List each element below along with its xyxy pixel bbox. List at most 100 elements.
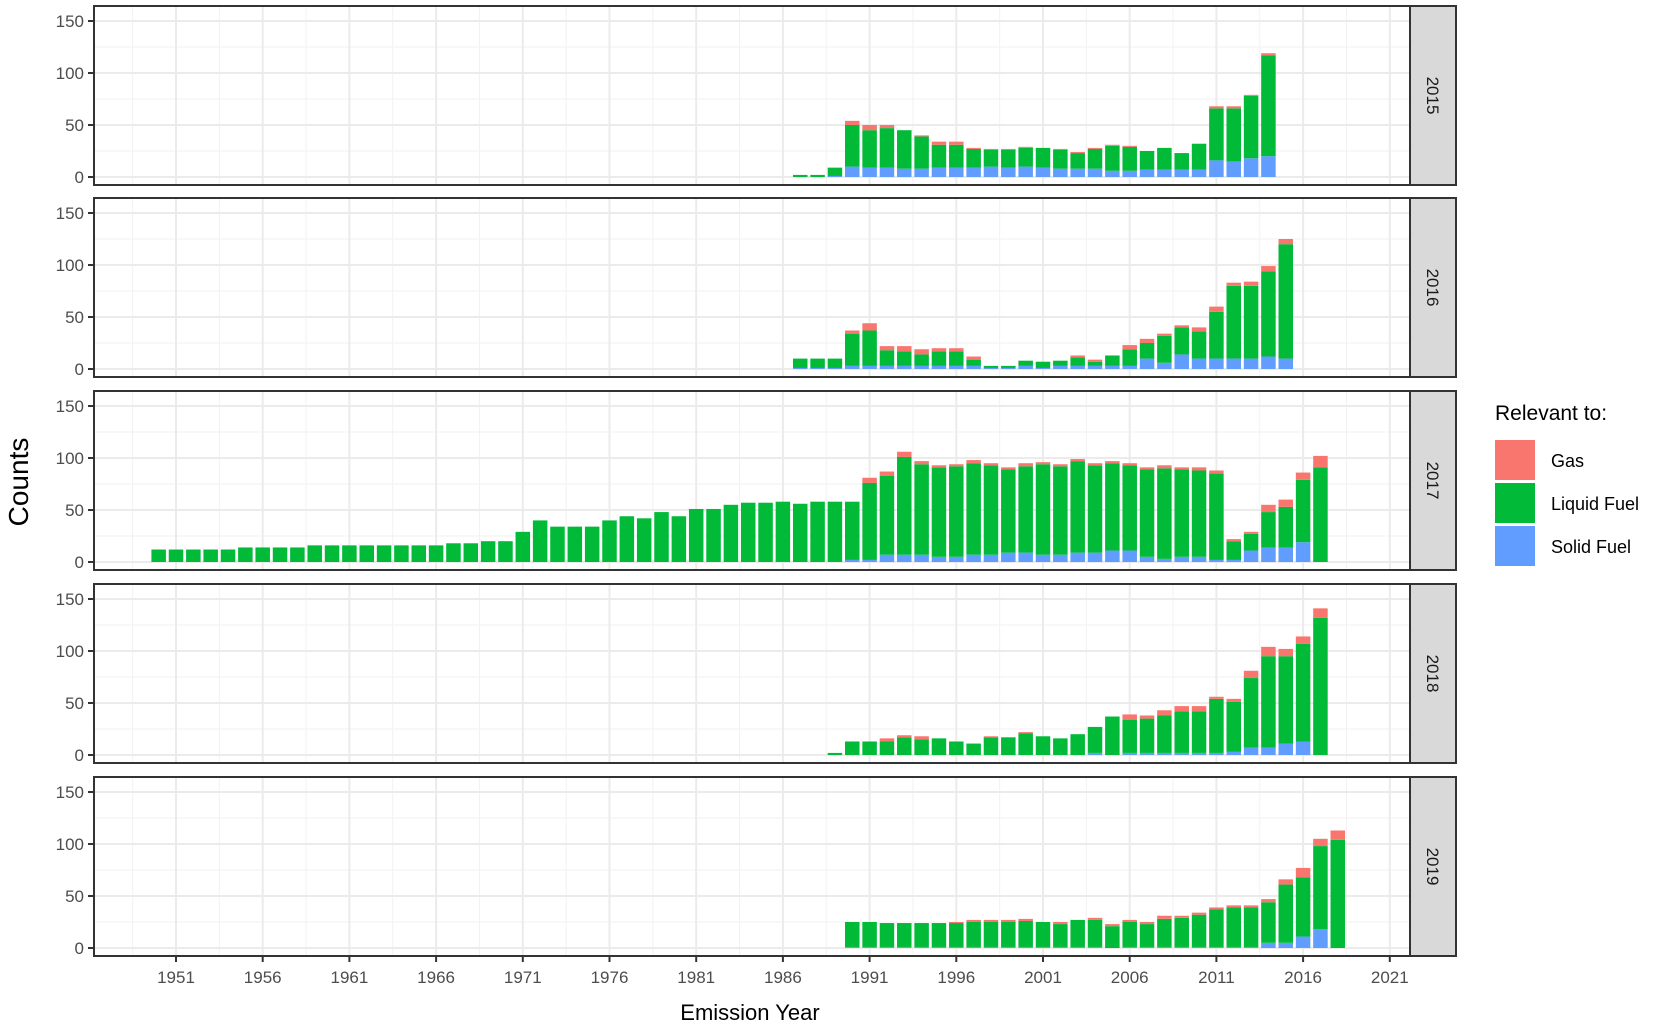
bar-segment xyxy=(1018,466,1033,553)
y-tick-label: 150 xyxy=(56,12,84,31)
x-tick-label: 1956 xyxy=(244,968,282,987)
bar-segment xyxy=(983,148,999,150)
bar-segment xyxy=(1295,936,1311,948)
bar-segment xyxy=(1122,170,1137,177)
bar-segment xyxy=(1295,877,1311,937)
bar-segment xyxy=(1174,354,1189,369)
bar-segment xyxy=(879,946,895,948)
bar-segment xyxy=(931,167,947,177)
bar-segment xyxy=(1226,108,1241,162)
bar-segment xyxy=(1243,747,1259,755)
bar-segment xyxy=(966,463,981,555)
bar-segment xyxy=(1278,879,1294,885)
bar-segment xyxy=(983,736,999,738)
bar-segment xyxy=(983,367,999,369)
bar-segment xyxy=(723,504,739,562)
bar-segment xyxy=(411,545,427,562)
bar-segment xyxy=(1070,919,1085,947)
facet-strip xyxy=(1409,5,1457,186)
bar-segment xyxy=(1018,166,1033,177)
bar-segment xyxy=(1209,311,1224,359)
bar-segment xyxy=(1053,149,1068,169)
bar-segment xyxy=(1295,643,1311,742)
bar-segment xyxy=(1174,915,1189,918)
bar-segment xyxy=(1226,358,1241,369)
y-tick-label: 0 xyxy=(75,746,84,765)
bar-segment xyxy=(862,559,877,562)
bar-segment xyxy=(862,130,877,168)
x-tick-label: 1951 xyxy=(157,968,195,987)
bar-segment xyxy=(1122,919,1137,922)
bar-segment xyxy=(480,541,496,562)
bar-segment xyxy=(1053,464,1068,467)
bar-segment xyxy=(1053,365,1068,369)
bar-segment xyxy=(1087,917,1103,920)
bar-segment xyxy=(1018,360,1033,366)
bar-segment xyxy=(792,367,808,369)
bar-segment xyxy=(966,167,981,177)
bar-segment xyxy=(1018,147,1033,167)
bar-segment xyxy=(1087,168,1103,177)
bar-segment xyxy=(1053,922,1068,925)
bar-segment xyxy=(1139,556,1155,562)
bar-segment xyxy=(636,518,652,562)
bar-segment xyxy=(1139,752,1155,755)
bar-segment xyxy=(238,547,253,562)
bar-segment xyxy=(532,520,548,562)
bar-segment xyxy=(1261,53,1276,56)
bar-segment xyxy=(827,752,843,755)
bar-segment xyxy=(1174,556,1189,562)
y-tick-label: 50 xyxy=(65,887,84,906)
bar-segment xyxy=(897,946,912,948)
bar-segment xyxy=(1105,550,1120,562)
bar-segment xyxy=(1139,169,1155,177)
bar-segment xyxy=(1157,558,1172,562)
y-tick-label: 50 xyxy=(65,308,84,327)
bar-segment xyxy=(1226,282,1241,286)
bar-segment xyxy=(1295,867,1311,878)
bar-segment xyxy=(1035,462,1051,465)
bar-segment xyxy=(1105,924,1120,927)
bar-segment xyxy=(1278,884,1294,943)
bar-segment xyxy=(1261,512,1276,548)
y-axis-title: Counts xyxy=(3,438,34,527)
bar-segment xyxy=(931,141,947,145)
bar-segment xyxy=(1278,656,1294,744)
bar-segment xyxy=(1243,670,1259,679)
bar-segment xyxy=(879,167,895,177)
bar-segment xyxy=(1139,151,1155,170)
bar-segment xyxy=(1122,465,1137,551)
x-tick-label: 1976 xyxy=(591,968,629,987)
bar-segment xyxy=(515,531,531,562)
bar-segment xyxy=(1243,95,1259,159)
y-tick-label: 150 xyxy=(56,590,84,609)
bar-segment xyxy=(1174,711,1189,753)
bar-segment xyxy=(1157,465,1172,469)
bar-segment xyxy=(1191,358,1207,369)
bar-segment xyxy=(1157,362,1172,369)
y-tick-label: 50 xyxy=(65,501,84,520)
bar-segment xyxy=(897,168,912,177)
bar-segment xyxy=(862,365,877,369)
bar-segment xyxy=(1209,559,1224,562)
bar-segment xyxy=(862,323,877,331)
x-tick-label: 2001 xyxy=(1024,968,1062,987)
bar-segment xyxy=(428,545,444,562)
bar-segment xyxy=(1191,143,1207,170)
bar-segment xyxy=(1139,924,1155,947)
bar-segment xyxy=(775,501,791,562)
legend-key-liquid-fuel xyxy=(1495,483,1535,523)
bar-segment xyxy=(862,125,877,131)
bar-segment xyxy=(1278,358,1294,369)
bar-segment xyxy=(1001,922,1016,947)
bar-segment xyxy=(1018,365,1033,369)
bar-segment xyxy=(862,946,877,948)
bar-segment xyxy=(966,743,981,755)
bar-segment xyxy=(758,502,773,562)
bar-segment xyxy=(914,554,929,562)
bar-segment xyxy=(1313,838,1328,847)
bar-segment xyxy=(862,477,877,483)
bar-segment xyxy=(1226,905,1241,908)
bar-segment xyxy=(845,501,860,560)
bar-segment xyxy=(1087,552,1103,562)
